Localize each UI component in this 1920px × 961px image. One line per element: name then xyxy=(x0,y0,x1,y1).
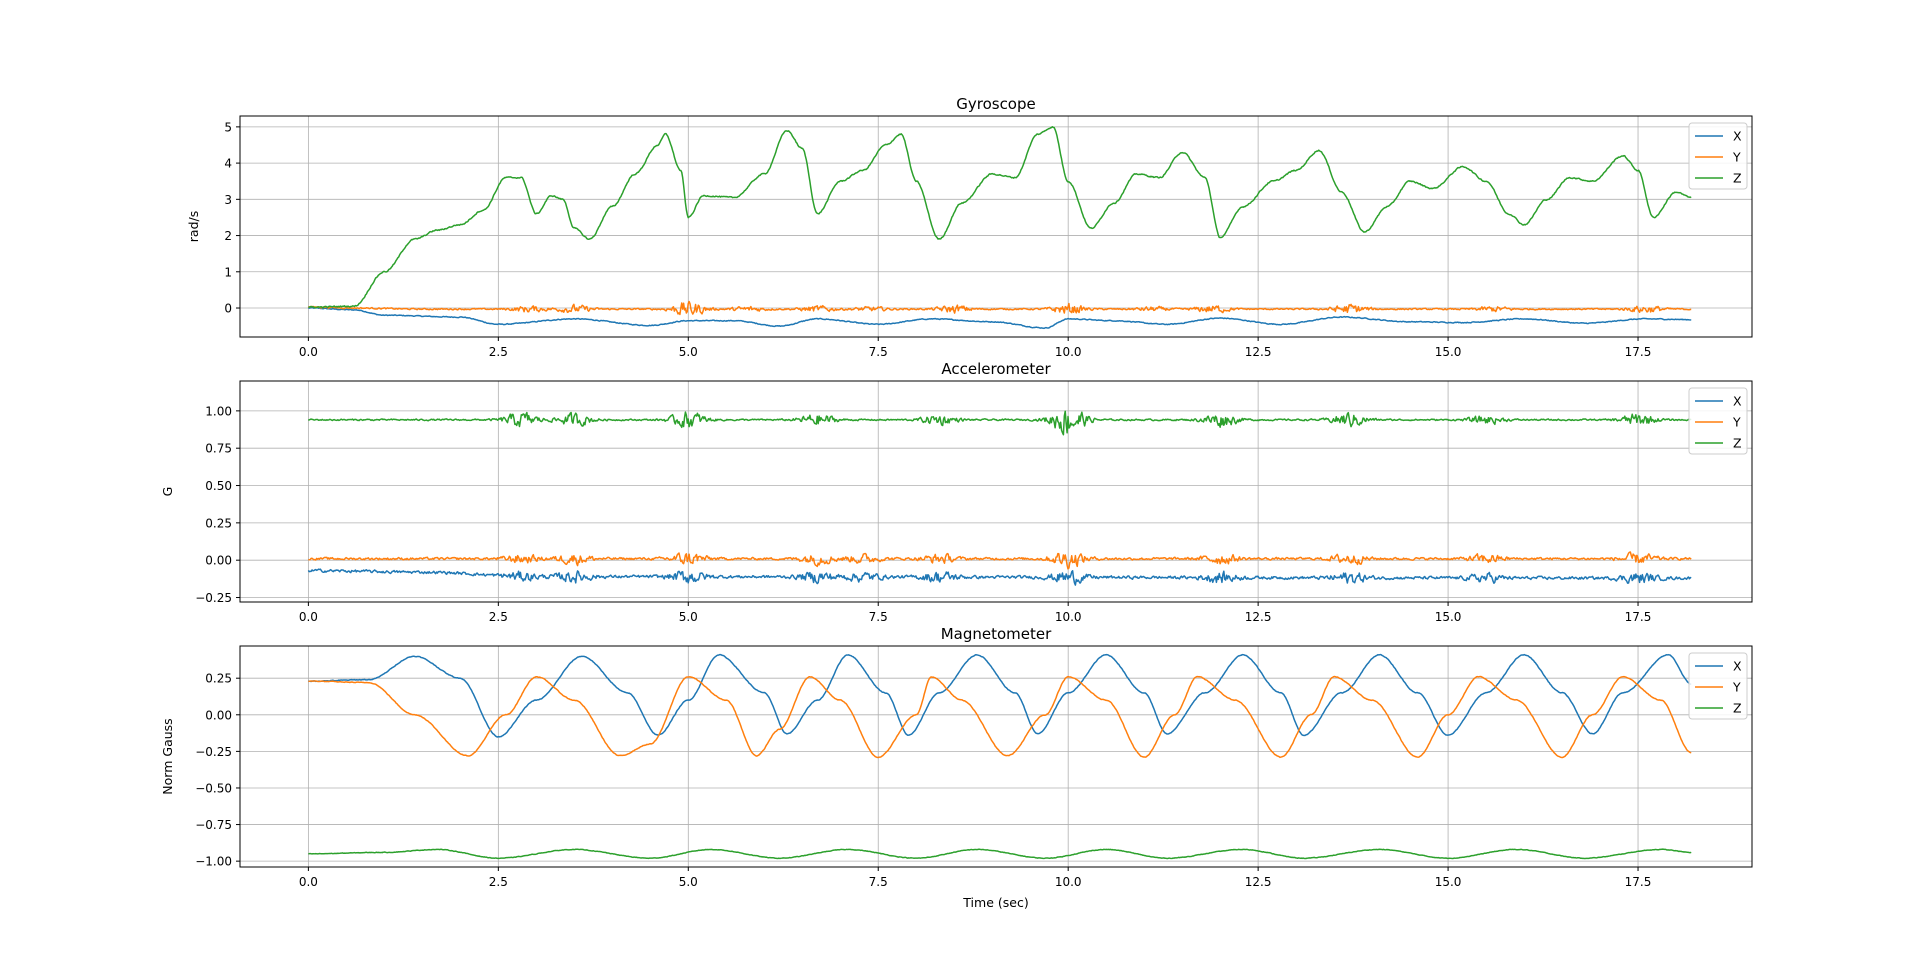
accelerometer-ytick-label: 0.25 xyxy=(205,516,232,530)
gyroscope-xtick-label: 7.5 xyxy=(869,345,888,359)
accelerometer-xtick-label: 7.5 xyxy=(869,610,888,624)
gyroscope-subplot: 0.0 2.5 5.0 7.5 10.0 12.5 15.0 17.5 0 1 2 3 4 5 Gyrosc… xyxy=(186,95,1753,359)
magnetometer-series-z-line xyxy=(308,848,1692,860)
gyroscope-series-y-line xyxy=(308,300,1692,316)
magnetometer-xtick-label: 2.5 xyxy=(489,875,508,889)
gyroscope-ylabel: rad/s xyxy=(186,211,201,242)
gyroscope-series-x-line xyxy=(308,306,1692,330)
gyroscope-series-z-line xyxy=(308,125,1692,309)
gyroscope-xtick-label: 5.0 xyxy=(679,345,698,359)
gyroscope-ytick-label: 1 xyxy=(224,265,232,279)
gyroscope-ytick-label: 0 xyxy=(224,302,232,316)
magnetometer-series-y-line xyxy=(308,675,1692,759)
gyroscope-xtick-label: 17.5 xyxy=(1625,345,1652,359)
magnetometer-ytick-label: −1.00 xyxy=(195,855,232,869)
magnetometer-xtick-label: 12.5 xyxy=(1245,875,1272,889)
accelerometer-title: Accelerometer xyxy=(941,360,1051,378)
gyroscope-ytick-label: 3 xyxy=(224,193,232,207)
magnetometer-ytick-label: 0.25 xyxy=(205,672,232,686)
magnetometer-ytick-label: −0.75 xyxy=(195,818,232,832)
accelerometer-ytick-label: 0.00 xyxy=(205,554,232,568)
magnetometer-legend-label-x: X xyxy=(1733,659,1742,674)
magnetometer-legend-label-y: Y xyxy=(1732,680,1741,695)
gyroscope-ytick-label: 5 xyxy=(224,120,232,134)
gyroscope-legend-label-x: X xyxy=(1733,129,1742,144)
magnetometer-ytick-label: −0.50 xyxy=(195,781,232,795)
accelerometer-xtick-label: 17.5 xyxy=(1625,610,1652,624)
magnetometer-xtick-label: 10.0 xyxy=(1055,875,1082,889)
gyroscope-xtick-label: 12.5 xyxy=(1245,345,1272,359)
accelerometer-legend-label-y: Y xyxy=(1732,415,1741,430)
accelerometer-legend-label-z: Z xyxy=(1733,436,1742,451)
accelerometer-xtick-label: 10.0 xyxy=(1055,610,1082,624)
gyroscope-ytick-label: 2 xyxy=(224,229,232,243)
accelerometer-xtick-label: 0.0 xyxy=(299,610,318,624)
gyroscope-legend-label-y: Y xyxy=(1732,150,1741,165)
accelerometer-ytick-label: 0.50 xyxy=(205,479,232,493)
accelerometer-xtick-label: 5.0 xyxy=(679,610,698,624)
gyroscope-xtick-label: 15.0 xyxy=(1435,345,1462,359)
magnetometer-legend-box xyxy=(1688,652,1748,720)
magnetometer-axes-frame xyxy=(239,645,1753,868)
gyroscope-series-group xyxy=(308,125,1692,330)
accelerometer-xtick-label: 2.5 xyxy=(489,610,508,624)
accelerometer-xtick-label: 12.5 xyxy=(1245,610,1272,624)
magnetometer-title: Magnetometer xyxy=(941,625,1052,643)
magnetometer-xtick-label: 0.0 xyxy=(299,875,318,889)
gyroscope-legend-label-z: Z xyxy=(1733,171,1742,186)
accelerometer-series-x-line xyxy=(307,568,1692,586)
magnetometer-xtick-label: 15.0 xyxy=(1435,875,1462,889)
gyroscope-title: Gyroscope xyxy=(956,95,1036,113)
magnetometer-xtick-label: 5.0 xyxy=(679,875,698,889)
magnetometer-xlabel: Time (sec) xyxy=(962,895,1028,910)
magnetometer-legend: XYZ xyxy=(1688,652,1748,720)
gyroscope-ytick-label: 4 xyxy=(224,157,232,171)
accelerometer-subplot: 0.0 2.5 5.0 7.5 10.0 12.5 15.0 17.5 −0.25 0.00 0.2… xyxy=(160,360,1753,624)
accelerometer-axes-frame xyxy=(239,380,1753,603)
accelerometer-ytick-label: 1.00 xyxy=(205,404,232,418)
accelerometer-series-y-line xyxy=(308,551,1692,570)
gyroscope-legend-box xyxy=(1688,122,1748,190)
accelerometer-series-z-line xyxy=(308,410,1692,436)
magnetometer-ytick-label: 0.00 xyxy=(205,708,232,722)
accelerometer-legend-box xyxy=(1688,387,1748,455)
magnetometer-xtick-label: 7.5 xyxy=(869,875,888,889)
magnetometer-legend-label-z: Z xyxy=(1733,701,1742,716)
magnetometer-ytick-label: −0.25 xyxy=(195,745,232,759)
accelerometer-ylabel: G xyxy=(160,487,175,497)
accelerometer-xtick-label: 15.0 xyxy=(1435,610,1462,624)
gyroscope-xtick-label: 10.0 xyxy=(1055,345,1082,359)
magnetometer-series-x-line xyxy=(308,653,1692,738)
magnetometer-subplot: 0.0 2.5 5.0 7.5 10.0 12.5 15.0 17.5 −1.00 −0.75 −0… xyxy=(160,625,1753,910)
magnetometer-series-group xyxy=(308,653,1692,860)
accelerometer-ytick-label: −0.25 xyxy=(195,591,232,605)
accelerometer-legend-label-x: X xyxy=(1733,394,1742,409)
accelerometer-legend: XYZ xyxy=(1688,387,1748,455)
accelerometer-series-group xyxy=(307,410,1692,586)
magnetometer-ylabel: Norm Gauss xyxy=(160,718,175,794)
gyroscope-legend: XYZ xyxy=(1688,122,1748,190)
gyroscope-axes-frame xyxy=(239,115,1753,338)
magnetometer-xtick-label: 17.5 xyxy=(1625,875,1652,889)
gyroscope-xtick-label: 0.0 xyxy=(299,345,318,359)
gyroscope-xtick-label: 2.5 xyxy=(489,345,508,359)
accelerometer-ytick-label: 0.75 xyxy=(205,442,232,456)
